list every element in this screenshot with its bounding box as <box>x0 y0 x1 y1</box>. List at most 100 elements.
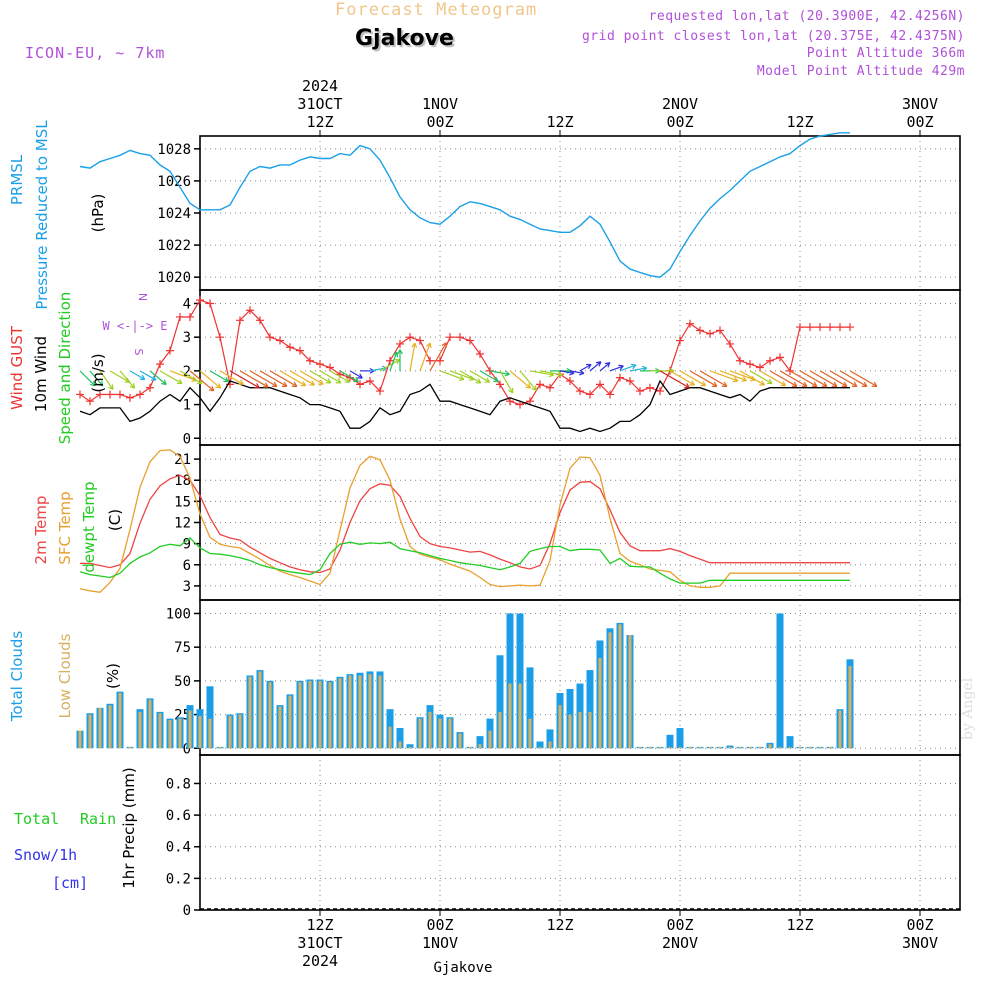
low-cloud-bar <box>188 710 192 749</box>
wind-direction-arrow <box>789 370 818 387</box>
wind-arrow-head <box>369 370 375 374</box>
wind-direction-arrow <box>809 370 838 387</box>
wind-direction-arrow <box>439 370 465 381</box>
wind-direction-arrow <box>519 370 537 391</box>
wind-arrow-head <box>101 381 104 387</box>
wind-arrow-shaft <box>749 370 773 385</box>
wind-direction-arrow <box>229 370 260 389</box>
low-cloud-bar <box>548 741 552 749</box>
y-tick-label: 9 <box>183 537 191 553</box>
wind-arrow-shaft <box>119 370 135 389</box>
clouds-unit-label: (%) <box>104 663 122 689</box>
wind-direction-arrow <box>719 370 747 382</box>
wind-arrow-head <box>397 349 401 355</box>
y-tick-label: 1022 <box>157 238 191 254</box>
wind-direction-arrow <box>479 370 499 383</box>
wind-arrow-shaft <box>129 370 146 380</box>
wind-arrow-shaft <box>89 370 104 387</box>
wind-arrow-head <box>132 383 136 389</box>
wind-direction-arrow <box>469 370 491 383</box>
y-tick-label: 1026 <box>157 174 191 190</box>
wind-arrow-head <box>618 364 624 367</box>
low-cloud-bar <box>148 699 152 749</box>
gust-marker <box>246 306 254 315</box>
point-altitude: Point Altitude 366m <box>806 46 965 61</box>
wind-arrow-shaft <box>259 370 288 387</box>
wind-arrow-head <box>742 376 747 381</box>
low-cloud-bar <box>438 718 442 749</box>
wind-direction-arrow <box>379 358 401 372</box>
wind-direction-arrow <box>119 370 136 389</box>
wind-direction-arrow <box>699 370 728 387</box>
gust-marker <box>216 333 224 342</box>
wind-direction-arrow <box>499 370 514 394</box>
wind-arrow-shaft <box>459 370 482 384</box>
wind-direction-arrow <box>179 370 203 385</box>
gust-marker <box>316 360 324 369</box>
gust-marker <box>646 383 654 392</box>
low-cloud-bar <box>658 746 662 749</box>
wind-arrow-shaft <box>799 370 828 387</box>
wind-direction-arrow <box>219 370 244 385</box>
low-cloud-bar <box>698 746 702 749</box>
gust-marker <box>806 323 814 332</box>
wind-direction-arrow <box>619 363 637 372</box>
wind-arrow-shaft <box>839 370 868 387</box>
wind-arrow-shaft <box>659 370 690 389</box>
wind-arrow-head <box>598 361 602 367</box>
gust-marker <box>846 323 854 332</box>
wind-arrow-shaft <box>169 370 197 382</box>
time-tick-label: 3NOV <box>902 95 938 113</box>
low-cloud-bar <box>328 682 332 749</box>
wind-arrow-head <box>548 374 554 378</box>
wind-arrow-head <box>302 381 307 386</box>
wind-arrow-shaft <box>729 370 756 381</box>
wind-direction-arrow <box>129 370 146 380</box>
wind-arrow-shaft <box>279 370 306 387</box>
low-cloud-bar <box>518 683 522 749</box>
gust-marker <box>506 397 514 406</box>
wind-direction-arrow <box>819 370 848 387</box>
total-cloud-bar <box>776 613 784 749</box>
wind-arrow-head <box>392 351 398 357</box>
wind-arrow-head <box>327 378 332 384</box>
wind-arrow-head <box>691 380 695 386</box>
low-cloud-bar <box>288 695 292 749</box>
wind-arrow-head <box>632 364 637 370</box>
wind-arrow-shaft <box>109 370 130 383</box>
wind-arrow-shaft <box>599 362 611 372</box>
requested-coordinates: requested lon,lat (20.3900E, 42.4256N) <box>648 9 965 24</box>
wind-arrow-head <box>853 381 858 387</box>
wind-arrow-head <box>569 372 575 376</box>
wind-direction-arrow <box>249 370 278 387</box>
low-cloud-bar <box>528 718 532 749</box>
wind-arrow-shaft <box>229 370 260 389</box>
gust-marker <box>376 387 384 396</box>
gust-marker <box>76 390 84 399</box>
credit-watermark: by Angel <box>960 677 976 740</box>
low-cloud-bar <box>258 671 262 749</box>
wind-arrow-shaft <box>339 370 359 382</box>
gust-marker <box>446 333 454 342</box>
gust-marker <box>626 376 634 385</box>
low-cloud-bar <box>168 719 172 749</box>
y-tick-label: 3 <box>183 330 191 346</box>
wind-arrow-head <box>240 379 244 385</box>
wind-direction-arrow <box>459 370 482 384</box>
wind-arrow-shaft <box>199 370 221 389</box>
panel-precipitation: 0 0.2 0.4 0.6 0.8 <box>166 754 961 919</box>
wind-direction-arrow <box>279 370 307 387</box>
low-cloud-bar <box>558 705 562 749</box>
wind-direction-arrow <box>489 370 510 377</box>
wind-arrow-head <box>178 378 183 384</box>
gust-marker <box>566 376 574 385</box>
wind-direction-arrow <box>149 370 167 386</box>
wind-arrow-shaft <box>679 370 706 387</box>
gust-marker <box>796 323 804 332</box>
wind-arrow-head <box>90 383 96 387</box>
time-tick-label: 1NOV <box>422 95 458 113</box>
wind-arrow-shaft <box>449 370 475 381</box>
low-cloud-bar <box>308 680 312 749</box>
wind-arrow-head <box>619 365 624 371</box>
